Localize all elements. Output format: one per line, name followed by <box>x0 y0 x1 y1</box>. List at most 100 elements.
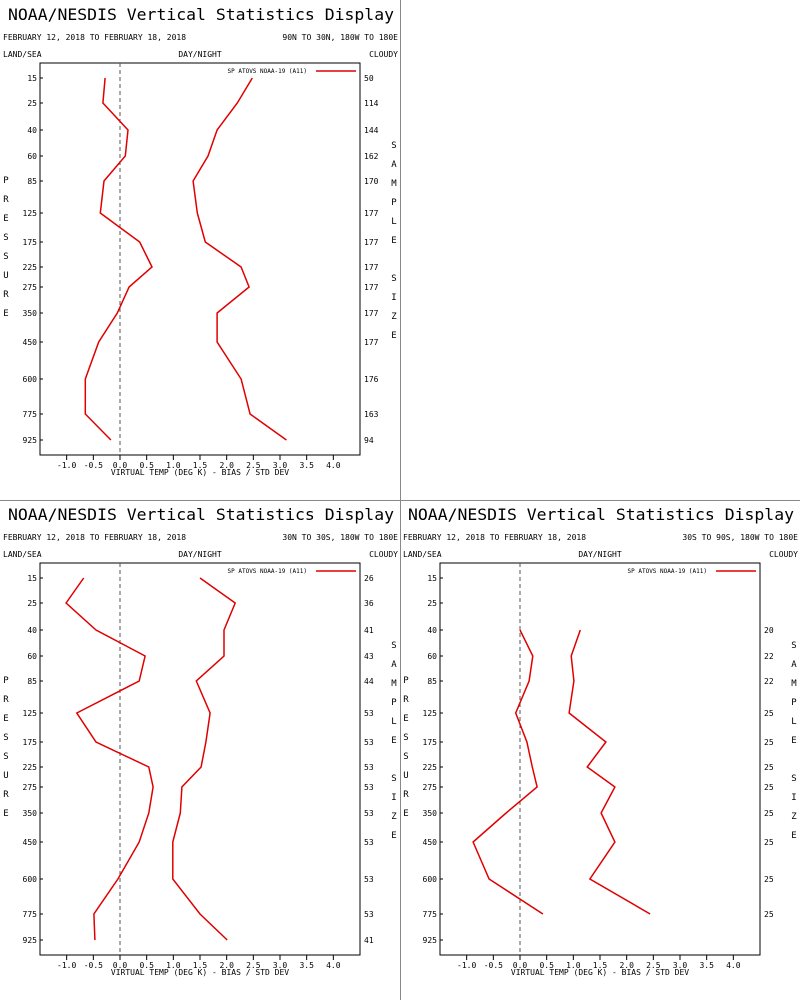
pressure-label: 925 <box>423 936 438 945</box>
pressure-label: 85 <box>427 677 437 686</box>
x-tick-label: 1.5 <box>193 461 208 470</box>
pressure-label: 175 <box>423 738 438 747</box>
sample-size-label: 25 <box>764 809 774 818</box>
sample-size-label: 36 <box>364 599 374 608</box>
x-tick-label: 3.0 <box>673 961 688 970</box>
x-tick-label: 2.5 <box>246 461 261 470</box>
pressure-label: 25 <box>27 599 37 608</box>
pressure-label: 175 <box>23 238 38 247</box>
cloudy: CLOUDY <box>369 550 398 559</box>
sample-size-label: 25 <box>764 875 774 884</box>
sample-size-label: 114 <box>364 99 379 108</box>
pressure-label: 600 <box>23 875 38 884</box>
x-tick-label: -0.5 <box>84 961 103 970</box>
region: 90N TO 30N, 180W TO 180E <box>282 33 398 42</box>
sample-size-label: 53 <box>364 875 374 884</box>
pressure-label: 125 <box>23 709 38 718</box>
sample-size-label: 25 <box>764 763 774 772</box>
sample-size-label: 53 <box>364 709 374 718</box>
pressure-label: 125 <box>23 209 38 218</box>
sample-size-label: 53 <box>364 763 374 772</box>
x-tick-label: 1.0 <box>566 961 581 970</box>
pressure-label: 60 <box>27 152 37 161</box>
y2-axis-label: SAMPLE SIZE <box>389 141 399 350</box>
x-axis-label: VIRTUAL TEMP (DEG K) - BIAS / STD DEV <box>111 468 289 477</box>
sample-size-label: 177 <box>364 238 379 247</box>
sample-size-label: 170 <box>364 177 379 186</box>
pressure-label: 40 <box>427 626 437 635</box>
sample-size-label: 162 <box>364 152 379 161</box>
sample-size-label: 144 <box>364 126 379 135</box>
sample-size-label: 41 <box>364 936 374 945</box>
sample-size-label: 177 <box>364 338 379 347</box>
pressure-label: 925 <box>23 436 38 445</box>
pressure-label: 600 <box>23 375 38 384</box>
sample-size-label: 177 <box>364 263 379 272</box>
x-tick-label: 3.0 <box>273 961 288 970</box>
bias-line <box>65 577 154 941</box>
pressure-label: 350 <box>23 309 38 318</box>
sample-size-label: 53 <box>364 809 374 818</box>
std-dev-line <box>568 629 651 915</box>
x-tick-label: -1.0 <box>457 961 476 970</box>
land-sea: LAND/SEA <box>3 550 42 559</box>
x-tick-label: 2.5 <box>246 961 261 970</box>
y-axis-label: PRESSURE <box>1 676 11 828</box>
x-tick-label: 1.0 <box>166 461 181 470</box>
x-tick-label: 0.5 <box>139 961 154 970</box>
sample-size-label: 25 <box>764 910 774 919</box>
day-night: DAY/NIGHT <box>178 50 222 59</box>
x-tick-label: -1.0 <box>57 961 76 970</box>
date-range: FEBRUARY 12, 2018 TO FEBRUARY 18, 2018 <box>3 33 186 42</box>
pressure-label: 350 <box>23 809 38 818</box>
sample-size-label: 25 <box>764 838 774 847</box>
x-tick-label: 4.0 <box>726 961 741 970</box>
x-tick-label: 0.5 <box>139 461 154 470</box>
bias-line <box>472 629 544 915</box>
x-tick-label: 2.5 <box>646 961 661 970</box>
sample-size-label: 25 <box>764 709 774 718</box>
pressure-label: 25 <box>427 599 437 608</box>
sample-size-label: 177 <box>364 283 379 292</box>
pressure-label: 60 <box>27 652 37 661</box>
chart-title: NOAA/NESDIS Vertical Statistics Display <box>8 5 394 24</box>
cloudy: CLOUDY <box>369 50 398 59</box>
day-night: DAY/NIGHT <box>178 550 222 559</box>
sample-size-label: 22 <box>764 652 774 661</box>
sample-size-label: 53 <box>364 738 374 747</box>
pressure-label: 350 <box>423 809 438 818</box>
pressure-label: 225 <box>23 263 38 272</box>
x-tick-label: 1.5 <box>193 961 208 970</box>
chart-title: NOAA/NESDIS Vertical Statistics Display <box>8 505 394 524</box>
x-tick-label: 0.0 <box>113 461 128 470</box>
sample-size-label: 50 <box>364 74 374 83</box>
chart-title: NOAA/NESDIS Vertical Statistics Display <box>408 505 794 524</box>
region: 30N TO 30S, 180W TO 180E <box>282 533 398 542</box>
std-dev-line <box>192 77 287 441</box>
sample-size-label: 25 <box>764 783 774 792</box>
sample-size-label: 43 <box>364 652 374 661</box>
x-tick-label: 1.5 <box>593 961 608 970</box>
pressure-label: 450 <box>23 838 38 847</box>
x-tick-label: 0.0 <box>513 961 528 970</box>
pressure-label: 275 <box>23 783 38 792</box>
pressure-label: 15 <box>427 574 437 583</box>
pressure-label: 925 <box>23 936 38 945</box>
land-sea: LAND/SEA <box>403 550 442 559</box>
y2-axis-label: SAMPLE SIZE <box>389 641 399 850</box>
x-tick-label: 1.0 <box>166 961 181 970</box>
x-axis-label: VIRTUAL TEMP (DEG K) - BIAS / STD DEV <box>111 968 289 977</box>
pressure-label: 25 <box>27 99 37 108</box>
pressure-label: 275 <box>423 783 438 792</box>
date-range: FEBRUARY 12, 2018 TO FEBRUARY 18, 2018 <box>403 533 586 542</box>
x-axis-label: VIRTUAL TEMP (DEG K) - BIAS / STD DEV <box>511 968 689 977</box>
sample-size-label: 163 <box>364 410 379 419</box>
x-tick-label: 3.0 <box>273 461 288 470</box>
sample-size-label: 94 <box>364 436 374 445</box>
x-tick-label: -0.5 <box>484 961 503 970</box>
x-tick-label: 3.5 <box>299 961 314 970</box>
pressure-label: 775 <box>423 910 438 919</box>
pressure-label: 15 <box>27 74 37 83</box>
pressure-label: 125 <box>423 709 438 718</box>
x-tick-label: 2.0 <box>219 961 234 970</box>
